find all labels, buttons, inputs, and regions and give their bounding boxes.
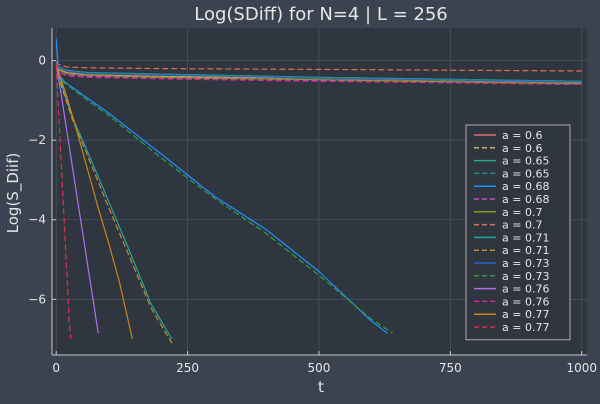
legend-label: a = 0.77 [502,321,549,334]
legend-label: a = 0.7 [502,219,542,232]
series-line-7 [55,61,582,72]
series-line-12 [55,64,99,334]
x-tick-label: 250 [176,361,199,375]
legend-label: a = 0.65 [502,167,549,180]
legend-label: a = 0.68 [502,193,549,206]
legend-label: a = 0.6 [502,129,542,142]
series-line-9 [55,64,173,344]
x-tick-label: 1000 [566,361,597,375]
legend-label: a = 0.68 [502,180,549,193]
series-line-4 [55,38,388,334]
x-tick-label: 750 [439,361,462,375]
legend-label: a = 0.71 [502,244,549,257]
legend-label: a = 0.77 [502,308,549,321]
series-group [55,38,582,344]
legend-label: a = 0.73 [502,270,549,283]
series-line-5 [55,65,582,86]
legend-label: a = 0.73 [502,257,549,270]
legend-label: a = 0.71 [502,231,549,244]
legend-label: a = 0.76 [502,283,549,296]
series-line-14 [55,64,133,340]
legend: a = 0.6a = 0.6a = 0.65a = 0.65a = 0.68a … [465,124,571,341]
series-line-6 [55,64,582,85]
legend-label: a = 0.6 [502,142,542,155]
series-line-10 [55,62,582,83]
axes [51,28,587,356]
x-tick-label: 500 [308,361,331,375]
y-tick-label: −6 [28,292,46,306]
legend-label: a = 0.65 [502,155,549,168]
series-line-13 [55,65,582,86]
y-tick-label: −2 [28,133,46,147]
y-tick-label: −4 [28,213,46,227]
series-line-8 [55,64,173,340]
x-axis-label: t [318,378,324,396]
series-line-15 [55,64,72,340]
ticks: 0 250 500 750 1000 0 −2 −4 −6 [28,54,597,375]
legend-label: a = 0.76 [502,295,549,308]
y-tick-label: 0 [38,54,46,68]
y-axis-label: Log(S_Diif) [4,153,23,234]
legend-label: a = 0.7 [502,206,542,219]
x-tick-label: 0 [52,361,60,375]
chart-title: Log(SDiff) for N=4 | L = 256 [194,4,448,25]
series-line-11 [55,64,393,334]
